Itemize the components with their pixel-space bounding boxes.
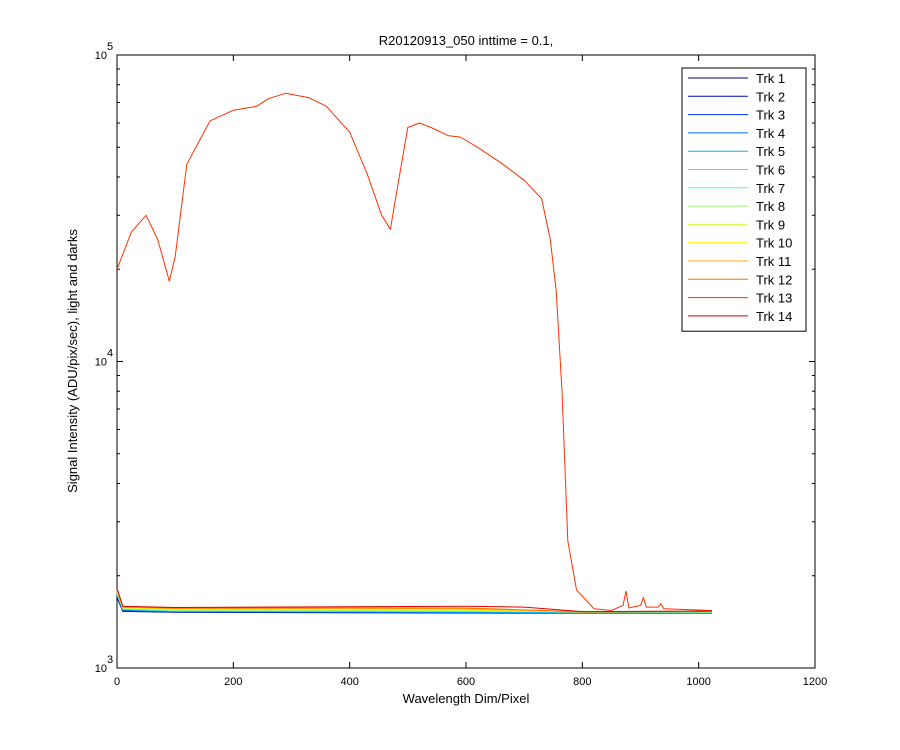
legend-label-trk-9: Trk 9 [756,217,785,232]
legend-label-trk-2: Trk 2 [756,89,785,104]
legend-label-trk-5: Trk 5 [756,144,785,159]
legend-label-trk-3: Trk 3 [756,108,785,123]
legend-label-trk-11: Trk 11 [756,254,791,269]
series-line-trk-13 [116,92,713,611]
series-line-trk-14 [116,588,713,613]
x-tick-label: 200 [224,676,242,688]
x-tick-label: 800 [573,676,591,688]
y-tick-label-exponent: 3 [107,654,113,666]
x-tick-label: 1000 [686,676,710,688]
y-tick-label-base: 10 [95,357,107,369]
legend-label-trk-1: Trk 1 [756,71,785,86]
legend-label-trk-6: Trk 6 [756,163,785,178]
legend-label-trk-7: Trk 7 [756,181,785,196]
y-tick-label-base: 10 [95,50,107,62]
legend-label-trk-4: Trk 4 [756,126,785,141]
legend: Trk 1 Trk 2 Trk 3 Trk 4 Trk 5 Trk 6 Trk 7 Trk 8… [681,67,807,332]
y-tick-label-exponent: 5 [107,41,113,53]
legend-label-trk-14: Trk 14 [756,309,792,324]
y-tick-label-exponent: 4 [107,348,113,360]
x-tick-label: 400 [340,676,358,688]
legend-label-trk-10: Trk 10 [756,236,792,251]
x-tick-label: 1200 [803,676,827,688]
legend-box [681,67,807,332]
series-layer [116,92,713,614]
y-axis-label: Signal Intensity (ADU/pix/sec), light an… [65,229,80,493]
x-axis-label: Wavelength Dim/Pixel [403,691,530,706]
x-tick-label: 600 [457,676,475,688]
chart-title: R20120913_050 inttime = 0.1, [379,33,554,48]
legend-label-trk-13: Trk 13 [756,291,792,306]
x-tick-label: 0 [114,676,120,688]
legend-label-trk-12: Trk 12 [756,272,792,287]
y-tick-label-base: 10 [95,663,107,675]
legend-label-trk-8: Trk 8 [756,199,785,214]
